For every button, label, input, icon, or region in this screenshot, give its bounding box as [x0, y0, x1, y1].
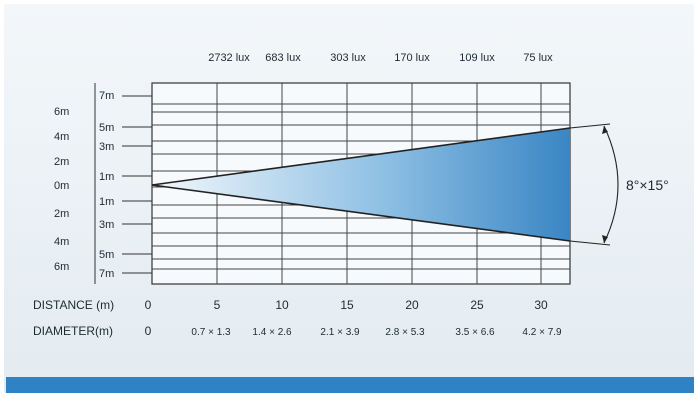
lux-label: 109 lux: [459, 52, 495, 64]
beam-edge-lower: [151, 184, 571, 242]
lux-label: 170 lux: [394, 52, 430, 64]
lux-labels: 2732 lux 683 lux 303 lux 170 lux 109 lux…: [208, 52, 553, 64]
diameter-value: 1.4 × 2.6: [252, 327, 292, 338]
angle-extension-lower: [569, 240, 611, 246]
outer-height-label: 0m: [54, 180, 69, 192]
distance-label: DISTANCE (m): [33, 298, 114, 312]
lux-label: 75 lux: [523, 52, 553, 64]
lux-label: 683 lux: [265, 52, 301, 64]
outer-height-label: 4m: [54, 131, 69, 143]
inner-height-labels: 7m 5m 3m 1m 1m 3m 5m 7m: [99, 90, 114, 280]
lux-label: 303 lux: [330, 52, 366, 64]
inner-label-ticks: [122, 95, 152, 274]
distance-tick: 30: [534, 298, 548, 312]
outer-height-label: 6m: [54, 261, 69, 273]
beam-angle-arc: [603, 125, 619, 244]
inner-height-label: 1m: [99, 196, 114, 208]
inner-height-label: 1m: [99, 171, 114, 183]
outer-height-label: 4m: [54, 236, 69, 248]
outer-height-labels: 6m 4m 2m 0m 2m 4m 6m: [54, 106, 69, 273]
distance-tick: 0: [145, 298, 152, 312]
diameter-values: 0 0.7 × 1.3 1.4 × 2.6 2.1 × 3.9 2.8 × 5.…: [145, 324, 562, 338]
distance-tick: 20: [405, 298, 419, 312]
inner-height-label: 5m: [99, 122, 114, 134]
diameter-value: 2.1 × 3.9: [320, 327, 360, 338]
angle-extension-upper: [569, 123, 611, 129]
distance-tick: 10: [275, 298, 289, 312]
inner-height-label: 5m: [99, 249, 114, 261]
distance-tick: 5: [214, 298, 221, 312]
outer-height-label: 2m: [54, 156, 69, 168]
diameter-value: 0: [145, 324, 152, 338]
beam-angle-label: 8°×15°: [626, 177, 669, 193]
footer-band: [6, 377, 694, 393]
distance-tick: 15: [340, 298, 354, 312]
lux-label: 2732 lux: [208, 52, 250, 64]
arc-arrow-top: [602, 126, 608, 134]
diameter-label: DIAMETER(m): [33, 324, 113, 338]
arc-arrow-bottom: [602, 235, 608, 243]
beam-edge-upper: [151, 127, 571, 186]
distance-ticks: 0 5 10 15 20 25 30: [145, 298, 548, 312]
diameter-value: 0.7 × 1.3: [191, 327, 231, 338]
inner-height-label: 7m: [99, 90, 114, 102]
diameter-value: 2.8 × 5.3: [385, 327, 425, 338]
light-beam-cone: [152, 128, 570, 241]
outer-height-label: 2m: [54, 208, 69, 220]
inner-height-label: 3m: [99, 141, 114, 153]
inner-height-label: 3m: [99, 219, 114, 231]
diameter-value: 4.2 × 7.9: [522, 327, 562, 338]
outer-height-label: 6m: [54, 106, 69, 118]
diameter-value: 3.5 × 6.6: [455, 327, 495, 338]
inner-height-label: 7m: [99, 268, 114, 280]
distance-tick: 25: [470, 298, 484, 312]
